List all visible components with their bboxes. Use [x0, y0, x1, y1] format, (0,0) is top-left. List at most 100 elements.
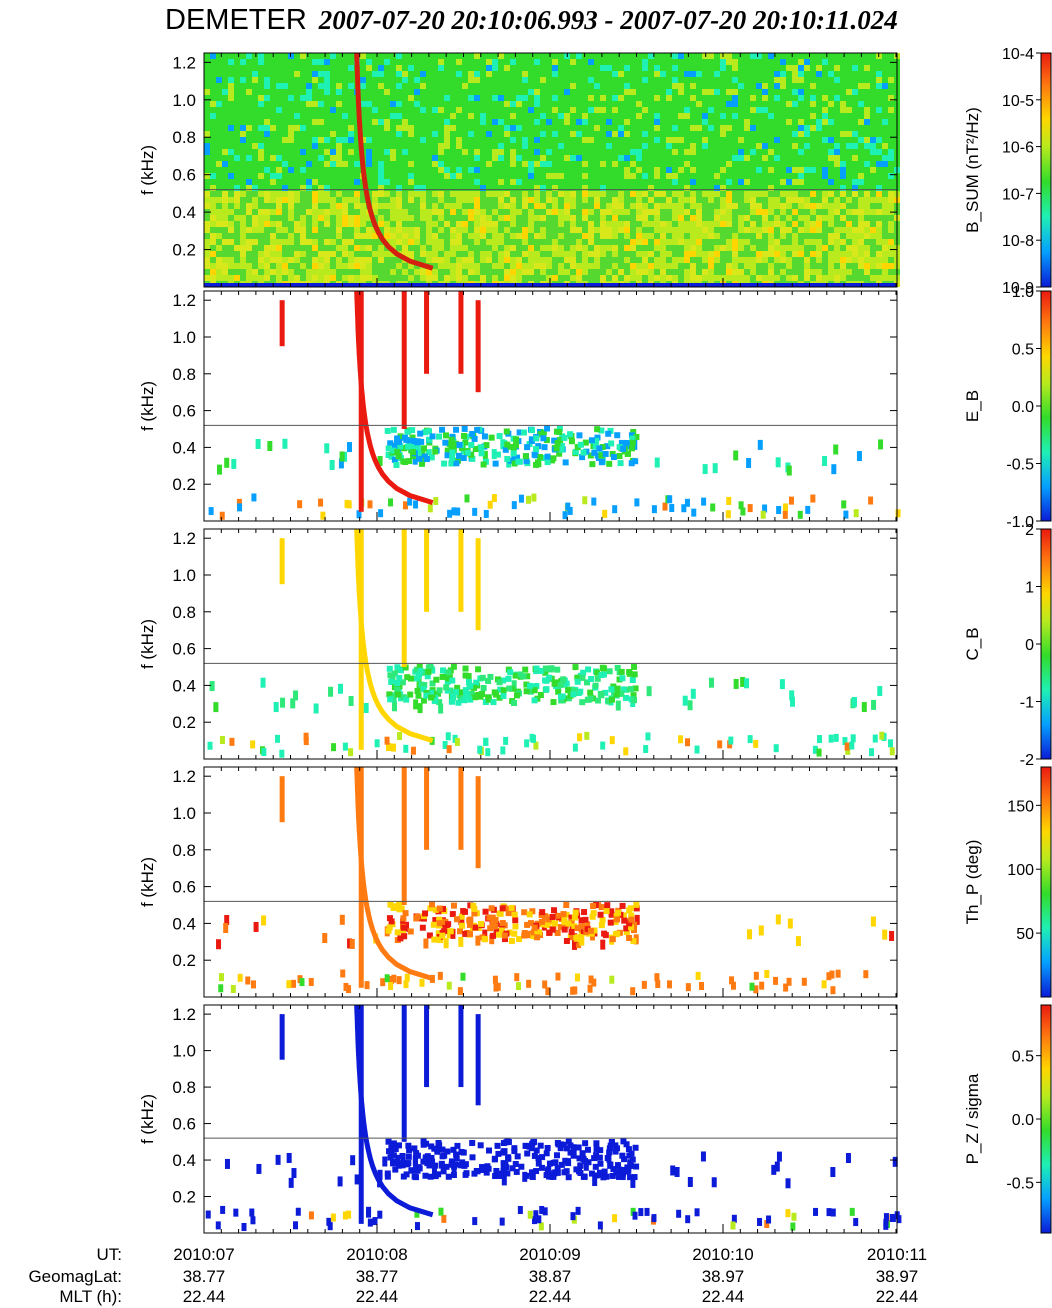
- spectrogram-cell: [396, 71, 402, 77]
- spectrogram-cell: [720, 269, 726, 275]
- spectrogram-cell: [810, 125, 816, 131]
- spectrogram-cell: [606, 65, 612, 71]
- spectrogram-cell: [246, 155, 252, 161]
- spectrogram-cell: [276, 119, 282, 125]
- spectrogram-cell: [618, 77, 624, 83]
- spectrogram-cell: [330, 149, 336, 155]
- spectrogram-cell: [324, 95, 330, 101]
- spectrogram-cell: [372, 251, 378, 257]
- spectrogram-cell: [282, 215, 288, 221]
- spectrogram-cell: [432, 143, 438, 149]
- spectrogram-cell: [372, 173, 378, 179]
- spectrogram-cell: [882, 197, 888, 203]
- whistler-pixel: [483, 442, 489, 448]
- spectrogram-cell: [294, 275, 300, 281]
- data-pixel: [726, 510, 731, 518]
- spectrogram-cell: [858, 203, 864, 209]
- spectrogram-cell: [618, 167, 624, 173]
- spectrogram-cell: [708, 215, 714, 221]
- spectrogram-cell: [612, 275, 618, 281]
- whistler-pixel: [453, 427, 459, 433]
- spectrogram-cell: [420, 101, 426, 107]
- spectrogram-cell: [384, 203, 390, 209]
- spectrogram-cell: [798, 221, 804, 227]
- spectrogram-cell: [336, 203, 342, 209]
- spectrogram-cell: [330, 107, 336, 113]
- spectrogram-cell: [444, 263, 450, 269]
- spectrogram-cell: [570, 125, 576, 131]
- spectrogram-cell: [288, 221, 294, 227]
- spectrogram-cell: [330, 71, 336, 77]
- spectrogram-cell: [816, 137, 822, 143]
- spectrogram-cell: [642, 161, 648, 167]
- spectrogram-cell: [528, 77, 534, 83]
- spectrogram-cell: [408, 101, 414, 107]
- spectrogram-cell: [414, 95, 420, 101]
- spectrogram-cell: [534, 89, 540, 95]
- spectrogram-cell: [696, 95, 702, 101]
- spectrogram-cell: [204, 227, 210, 233]
- spectrogram-cell: [390, 107, 396, 113]
- spectrogram-cell: [666, 125, 672, 131]
- data-pixel: [726, 497, 731, 505]
- spectrogram-cell: [558, 263, 564, 269]
- spectrogram-cell: [348, 173, 354, 179]
- spectrogram-cell: [636, 143, 642, 149]
- spectrogram-cell: [780, 119, 786, 125]
- spectrogram-cell: [780, 263, 786, 269]
- spectrogram-cell: [684, 245, 690, 251]
- spectrogram-cell: [744, 83, 750, 89]
- spectrogram-cell: [342, 107, 348, 113]
- spectrogram-cell: [432, 113, 438, 119]
- spectrogram-cell: [420, 251, 426, 257]
- spectrogram-cell: [546, 137, 552, 143]
- spectrogram-cell: [438, 125, 444, 131]
- spectrogram-cell: [252, 191, 258, 197]
- spectrogram-cell: [282, 227, 288, 233]
- spectrogram-cell: [876, 197, 882, 203]
- spectrogram-cell: [534, 269, 540, 275]
- spectrogram-cell: [420, 191, 426, 197]
- spectrogram-cell: [426, 191, 432, 197]
- spectrogram-cell: [810, 209, 816, 215]
- spectrogram-cell: [780, 149, 786, 155]
- spectrogram-cell: [270, 107, 276, 113]
- spectrogram-cell: [510, 251, 516, 257]
- spectrogram-cell: [630, 101, 636, 107]
- spectrogram-cell: [348, 149, 354, 155]
- spectrogram-cell: [696, 155, 702, 161]
- spectrogram-cell: [390, 269, 396, 275]
- spectrogram-cell: [306, 263, 312, 269]
- spectrogram-cell: [576, 179, 582, 185]
- spectrogram-cell: [324, 179, 330, 185]
- spectrogram-cell: [504, 83, 510, 89]
- spectrogram-cell: [522, 191, 528, 197]
- spectrogram-cell: [462, 125, 468, 131]
- spectrogram-cell: [564, 233, 570, 239]
- whistler-pixel: [385, 428, 391, 434]
- spectrogram-cell: [582, 173, 588, 179]
- spectrogram-cell: [342, 263, 348, 269]
- spectrogram-cell: [384, 215, 390, 221]
- spectrogram-cell: [564, 77, 570, 83]
- spectrogram-cell: [420, 65, 426, 71]
- spectrogram-cell: [786, 137, 792, 143]
- spectrogram-cell: [768, 131, 774, 137]
- spectrogram-cell: [588, 203, 594, 209]
- spectrogram-cell: [318, 275, 324, 281]
- spectrogram-cell: [354, 215, 360, 221]
- spectrogram-cell: [870, 143, 876, 149]
- spectrogram-cell: [834, 107, 840, 113]
- spectrogram-cell: [630, 107, 636, 113]
- spectrogram-cell: [720, 215, 726, 221]
- spectrogram-cell: [510, 215, 516, 221]
- spectrogram-cell: [696, 149, 702, 155]
- spectrogram-cell: [810, 215, 816, 221]
- spectrogram-cell: [234, 143, 240, 149]
- spectrogram-cell: [414, 239, 420, 245]
- spectrogram-cell: [534, 191, 540, 197]
- spectrogram-cell: [720, 233, 726, 239]
- spectrogram-cell: [540, 161, 546, 167]
- spectrogram-cell: [828, 239, 834, 245]
- spectrogram-cell: [702, 257, 708, 263]
